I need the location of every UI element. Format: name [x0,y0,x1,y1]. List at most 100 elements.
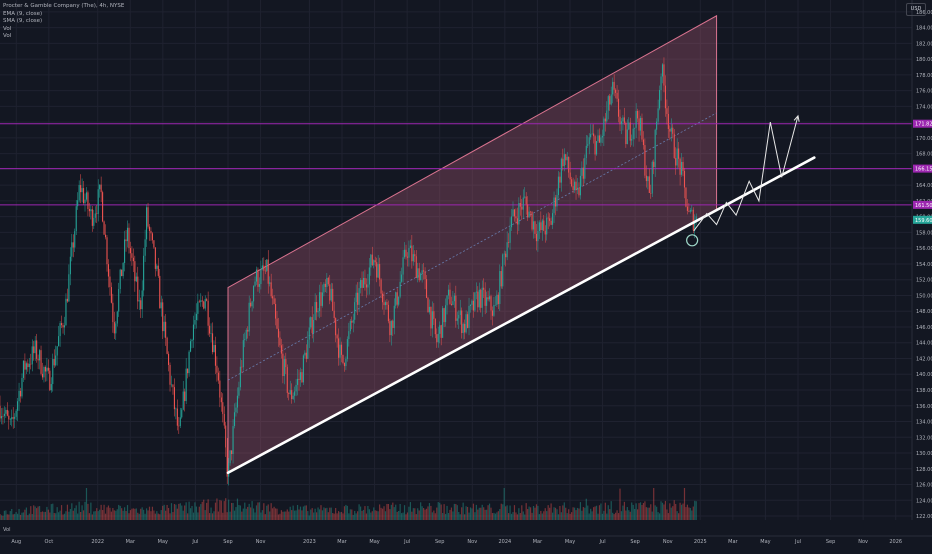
legend-volume-2[interactable]: Vol [3,33,12,40]
volume-bar [317,507,319,520]
volume-bar [119,505,121,520]
volume-bar [148,506,151,520]
volume-bar [398,510,400,520]
candle-body [289,390,291,395]
candle-body [518,202,520,225]
volume-bar [506,505,508,520]
price-tick-label: 148.00 [916,309,932,315]
candle-body [30,363,32,365]
candle-body [66,298,68,302]
candle-body [346,339,348,359]
candle-body [345,358,347,367]
candle-body [238,387,240,396]
volume-bar [597,513,599,520]
volume-bar [6,514,8,520]
candle-body [269,282,271,284]
horizontal-levels [0,123,912,206]
volume-bar [568,509,570,520]
volume-bar [431,512,433,520]
volume-bar [490,507,492,520]
candle-body [168,353,170,365]
volume-bar [584,507,586,520]
candle-body [299,372,302,380]
volume-bar [295,510,297,520]
legend-symbol[interactable]: Procter & Gamble Company (The), 4h, NYSE [3,3,125,9]
level-price-label: 161.50 [915,203,932,209]
volume-bar [8,514,10,520]
volume-bar [439,502,441,520]
candle-body [22,360,25,378]
volume-bar [547,505,549,520]
volume-bar [162,505,164,520]
level-price-badge [913,200,932,209]
candle-body [264,270,266,272]
candle-body [304,352,306,356]
volume-bar [104,513,107,520]
volume-bar [455,503,457,520]
volume-bar [143,509,145,520]
legend-volume-1[interactable]: Vol [3,25,12,32]
candle-body [550,220,552,225]
candle-body [50,384,52,391]
volume-bar [31,513,33,520]
candle-body [409,245,411,249]
candle-body [597,135,599,142]
price-tick-label: 170.00 [916,136,932,142]
candle-body [84,199,86,204]
volume-bar [195,506,198,520]
candle-body [430,306,432,329]
volume-bar [247,506,249,520]
legend-sma[interactable]: SMA (9, close) [3,18,43,25]
volume-bar [683,488,686,520]
volume-bar [660,501,662,520]
price-tick-label: 132.00 [916,435,932,441]
candle-body [641,117,643,140]
volume-bar [471,508,473,520]
volume-bar [103,504,105,520]
time-tick-label: Jul [599,539,606,545]
legend-ema[interactable]: EMA (9, close) [3,10,43,17]
candle-body [425,279,428,298]
volume-bar [257,502,259,520]
volume-bar [194,502,196,520]
candle-body [125,239,127,242]
candle-body [370,254,372,268]
candle-body [585,145,587,158]
candle-body [94,213,96,218]
candle-body [666,108,668,114]
volume-bar [21,512,23,520]
candle-body [68,274,70,302]
volume-bar [33,505,35,520]
candle-body [512,209,514,217]
candle-body [578,187,580,196]
candle-body [496,294,498,305]
volume-bar [357,511,359,520]
volume-bar [213,511,215,520]
candle-body [15,410,17,417]
volume-bar [157,513,159,520]
currency-button[interactable]: USD [906,3,926,16]
volume-bar [529,507,532,520]
candle-body [392,320,394,328]
volume-bar [201,501,203,520]
volume-bar [593,507,595,520]
candle-body [99,184,101,190]
volume-bar [75,505,77,520]
candle-body [522,197,524,210]
candle-body [36,340,38,359]
volume-bar [339,512,341,520]
volume-bar [653,488,655,520]
price-tick-label: 128.00 [916,467,932,473]
volume-bar [314,508,316,520]
candle-body [204,299,206,309]
candle-body [220,397,222,403]
candle-body [146,207,148,240]
candle-body [557,176,559,196]
candle-body [519,202,521,207]
volume-bar [491,513,494,520]
volume-bar [169,513,171,520]
candle-body [351,321,353,323]
candle-body [247,329,249,332]
